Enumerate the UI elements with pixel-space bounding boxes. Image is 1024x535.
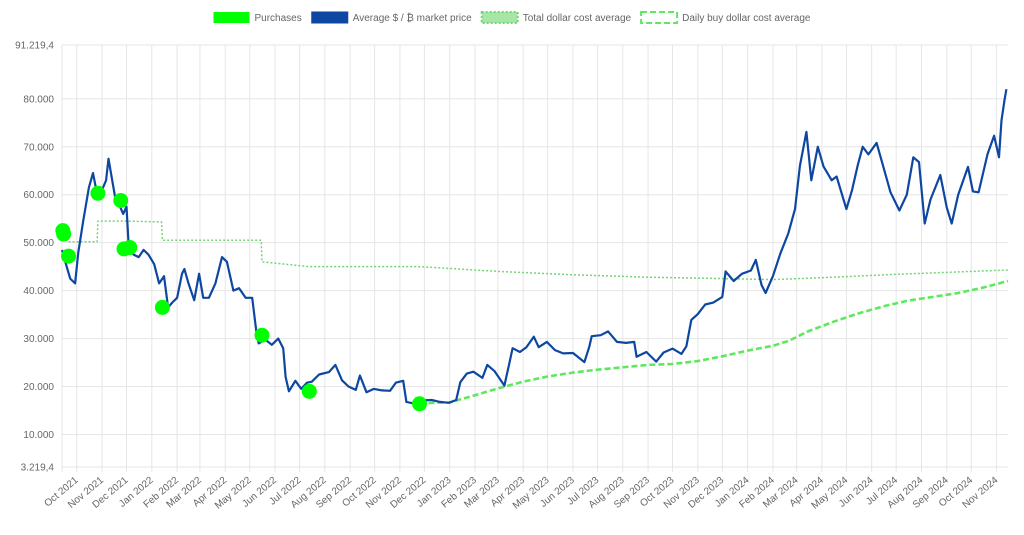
purchase-point [154, 299, 170, 315]
y-tick-label: 91.219,4 [15, 41, 54, 52]
purchase-point [301, 383, 317, 399]
legend-swatch [311, 11, 349, 24]
legend-label: Daily buy dollar cost average [682, 13, 811, 24]
legend-item-total-dollar-cost-average[interactable]: Total dollar cost average [480, 11, 632, 24]
y-tick-label: 70.000 [23, 142, 54, 153]
legend-item-daily-buy-dollar-cost-average[interactable]: Daily buy dollar cost average [640, 11, 811, 24]
y-tick-label: 80.000 [23, 94, 54, 105]
y-gridlines [62, 44, 1008, 468]
purchase-point [113, 192, 129, 208]
series-purchases [55, 185, 428, 412]
legend-item-average-market-price[interactable]: Average $ / ₿ market price [311, 11, 472, 24]
series-daily-buy-dollar-cost-average [419, 279, 1009, 405]
legend-label: Average $ / ₿ market price [353, 12, 472, 24]
y-tick-label: 3.219,4 [21, 463, 55, 474]
legend-swatch [213, 12, 250, 23]
legend-swatch [480, 11, 519, 24]
plot-area [55, 89, 1009, 412]
legend-item-purchases[interactable]: Purchases [213, 12, 302, 24]
y-tick-label: 60.000 [23, 190, 54, 201]
y-axis: 91.219,4 80.000 70.000 60.000 50.000 40.000 30… [15, 41, 54, 474]
legend: Purchases Average $ / ₿ market price Total… [213, 11, 811, 24]
series-total-dollar-cost-average [61, 220, 1009, 281]
y-tick-label: 20.000 [23, 382, 54, 393]
purchase-point [122, 239, 138, 255]
x-gridlines [61, 45, 998, 472]
purchase-point [61, 248, 77, 264]
purchase-point [56, 226, 72, 242]
y-tick-label: 10.000 [23, 430, 54, 441]
purchase-point [90, 185, 106, 201]
legend-label: Purchases [255, 13, 302, 24]
y-tick-label: 50.000 [23, 238, 54, 249]
purchase-point [254, 327, 270, 343]
y-tick-label: 30.000 [23, 334, 54, 345]
purchase-point [412, 396, 428, 412]
legend-swatch [640, 11, 679, 24]
y-tick-label: 40.000 [23, 286, 54, 297]
series-average-market-price [60, 89, 1008, 405]
legend-label: Total dollar cost average [523, 13, 632, 24]
